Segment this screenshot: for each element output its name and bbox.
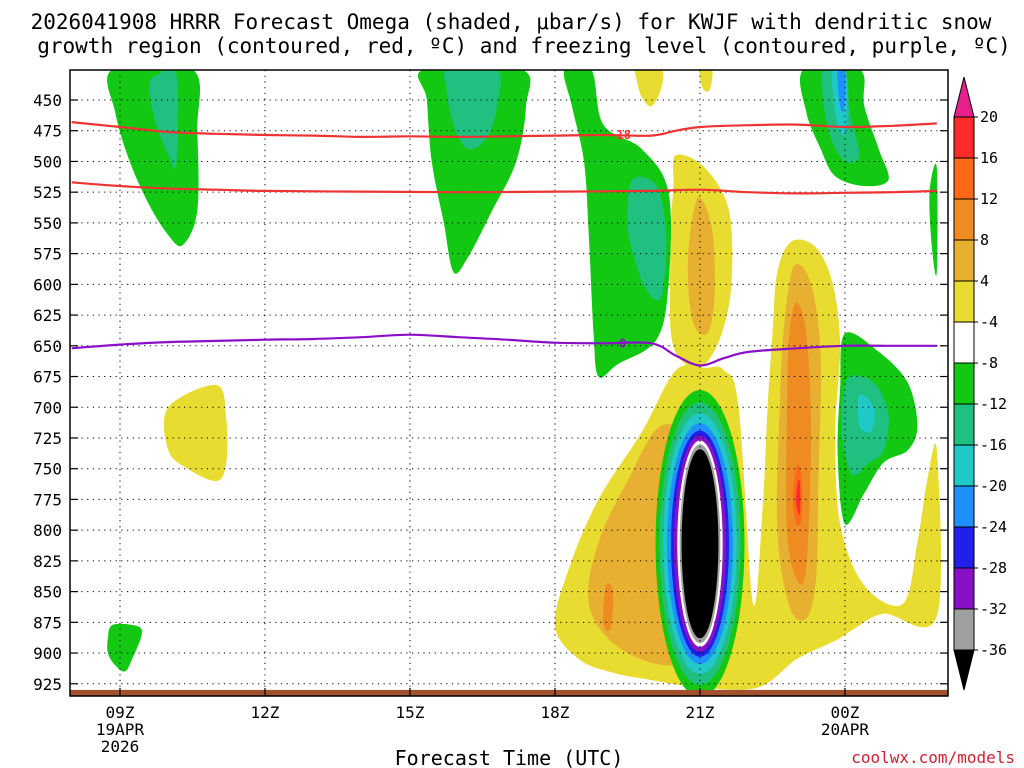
colorbar-bin-12 [953, 567, 975, 610]
x-tick-label-21-0: 21Z [686, 703, 715, 722]
colorbar-bin-4 [953, 239, 975, 282]
colorbar-label-3: 8 [980, 231, 989, 249]
colorbar-label-10: -24 [980, 518, 1007, 536]
y-axis: 450 475 500 525 550 575 600 625 650 675 700 725 750 7… [33, 91, 948, 694]
x-tick-label-18-0: 18Z [541, 703, 570, 722]
colorbar-label-2: 12 [980, 190, 998, 208]
plot-frame [69, 69, 949, 697]
dgz-minus12-isotherm [71, 181, 937, 195]
omega-shading [70, 70, 948, 696]
x-tick-label-15-0: 15Z [396, 703, 425, 722]
credit-text: coolwx.com/models [851, 748, 1015, 767]
x-tick-label-9-2: 2026 [101, 737, 140, 756]
chart-title-line-1: 2026041908 HRRR Forecast Omega (shaded, … [31, 10, 992, 34]
colorbar-label-1: 16 [980, 149, 998, 167]
blue-core-23z [837, 70, 846, 113]
colorbar-bin-2 [953, 157, 975, 200]
teal-core-16z [443, 70, 501, 150]
y-tick-label-525: 525 [33, 183, 62, 202]
colorbar-label-6: -8 [980, 354, 998, 372]
y-tick-label-475: 475 [33, 122, 62, 141]
x-axis-title: Forecast Time (UTC) [395, 746, 624, 768]
y-tick-label-725: 725 [33, 429, 62, 448]
y-tick-label-675: 675 [33, 368, 62, 387]
colorbar-label-8: -16 [980, 436, 1007, 454]
orange-column-21z [687, 197, 715, 336]
y-tick-label-925: 925 [33, 675, 62, 694]
yellow-cell-11z [163, 384, 228, 482]
colorbar-legend: 20 16 12 8 4 -4 -8 -12 -16 -20 -24 -28 -32 -36 [953, 76, 1007, 691]
y-tick-label-800: 800 [33, 521, 62, 540]
y-tick-label-825: 825 [33, 552, 62, 571]
cyan-cell-24z [857, 394, 875, 434]
colorbar-bin-10 [953, 485, 975, 528]
x-tick-label-24-1: 20APR [821, 720, 870, 739]
dgz-minus18-isotherm-label: -18 [609, 128, 631, 142]
colorbar-label-11: -28 [980, 559, 1007, 577]
colorbar-label-12: -32 [980, 600, 1007, 618]
y-tick-label-750: 750 [33, 460, 62, 479]
y-tick-label-625: 625 [33, 306, 62, 325]
red-orange-19z [603, 583, 614, 632]
colorbar-bin-9 [953, 444, 975, 487]
yellow-blob-20z-top [635, 70, 664, 107]
y-tick-label-550: 550 [33, 214, 62, 233]
x-tick-label-9-0: 09Z [106, 703, 135, 722]
colorbar-bin-6 [953, 321, 975, 364]
colorbar-label-7: -12 [980, 395, 1007, 413]
colorbar-label-5: -4 [980, 313, 998, 331]
green-plume-16z [418, 70, 531, 274]
y-tick-label-875: 875 [33, 613, 62, 632]
x-tick-label-24-0: 00Z [830, 703, 859, 722]
colorbar-bin-11 [953, 526, 975, 569]
colorbar-label-4: 4 [980, 272, 989, 290]
colorbar-label-13: -36 [980, 641, 1007, 659]
dgz-minus18-isotherm [71, 121, 937, 139]
colorbar-label-9: -20 [980, 477, 1007, 495]
x-tick-label-9-1: 19APR [96, 720, 145, 739]
dark-orange-23z [786, 302, 812, 585]
y-tick-label-700: 700 [33, 398, 62, 417]
teal-core-19z [627, 176, 667, 301]
x-tick-label-12-0: 12Z [251, 703, 280, 722]
deep-red-23z [796, 479, 801, 515]
colorbar-bin-7 [953, 362, 975, 405]
colorbar-bottom-arrow [953, 649, 975, 691]
y-tick-label-775: 775 [33, 490, 62, 509]
colorbar-bin-3 [953, 198, 975, 241]
y-tick-label-850: 850 [33, 583, 62, 602]
teal-core-09z [149, 70, 179, 169]
y-tick-label-450: 450 [33, 91, 62, 110]
yellow-blob-21z-top [699, 70, 713, 92]
green-plume-19z [563, 70, 672, 378]
freezing-level-0c [71, 333, 937, 367]
chart-title-line-2: growth region (contoured, red, ºC) and f… [37, 34, 1011, 58]
colorbar-bin-8 [953, 403, 975, 446]
colorbar-label-0: 20 [980, 108, 998, 126]
colorbar-bin-5 [953, 280, 975, 323]
colorbar-bin-1 [953, 116, 975, 159]
y-tick-label-650: 650 [33, 337, 62, 356]
y-tick-label-500: 500 [33, 152, 62, 171]
freezing-level-0c-label: 0 [619, 336, 626, 350]
terrain-band [70, 689, 948, 696]
y-tick-label-900: 900 [33, 644, 62, 663]
y-tick-label-575: 575 [33, 245, 62, 264]
colorbar-top-arrow [953, 76, 975, 118]
colorbar-bin-13 [953, 608, 975, 651]
green-edge-right [929, 163, 938, 276]
green-cell-09z-low [107, 623, 143, 672]
temperature-contours: -18 0 [71, 121, 937, 367]
y-tick-label-600: 600 [33, 275, 62, 294]
